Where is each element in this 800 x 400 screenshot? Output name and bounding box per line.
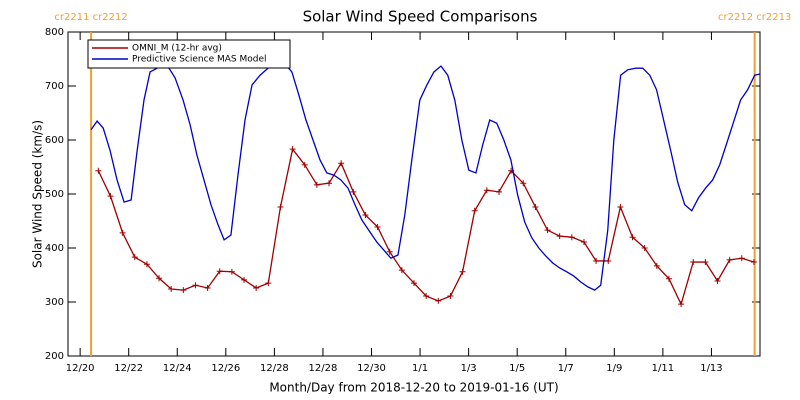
point-marker xyxy=(580,239,587,246)
point-marker xyxy=(301,161,308,168)
point-marker xyxy=(678,301,685,308)
point-marker xyxy=(143,261,150,268)
series-line xyxy=(90,61,760,291)
point-marker xyxy=(495,188,502,195)
point-marker xyxy=(362,212,369,219)
point-marker xyxy=(241,276,248,283)
plot-frame xyxy=(67,31,761,357)
point-marker xyxy=(192,282,199,289)
x-tick-label: 1/13 xyxy=(700,363,722,374)
y-axis-label: Solar Wind Speed (km/s) xyxy=(31,120,45,268)
point-marker xyxy=(326,180,333,187)
point-marker xyxy=(556,233,563,240)
point-marker xyxy=(107,193,114,200)
point-marker xyxy=(702,259,709,266)
point-marker xyxy=(532,203,539,210)
point-marker xyxy=(593,257,600,264)
point-marker xyxy=(483,187,490,194)
x-tick-label: 12/28 xyxy=(260,363,289,374)
point-marker xyxy=(690,259,697,266)
point-marker xyxy=(253,284,260,291)
x-tick-label: 1/9 xyxy=(606,363,622,374)
point-marker xyxy=(277,203,284,210)
point-marker xyxy=(665,275,672,282)
point-marker xyxy=(544,227,551,234)
boundary-label: cr2212 cr2213 xyxy=(718,12,791,23)
legend-label: OMNI_M (12-hr avg) xyxy=(132,44,222,54)
point-marker xyxy=(95,167,102,174)
y-tick-label: 600 xyxy=(45,135,64,146)
x-tick-label: 12/28 xyxy=(309,363,338,374)
point-marker xyxy=(386,248,393,255)
point-marker xyxy=(216,268,223,275)
point-marker xyxy=(313,181,320,188)
point-marker xyxy=(653,262,660,269)
point-marker xyxy=(423,293,430,300)
x-tick-label: 12/20 xyxy=(66,363,95,374)
point-marker xyxy=(338,160,345,167)
x-tick-label: 12/30 xyxy=(357,363,386,374)
point-marker xyxy=(289,146,296,153)
point-marker xyxy=(750,259,757,266)
x-tick-label: 1/11 xyxy=(652,363,674,374)
x-tick-label: 1/1 xyxy=(412,363,428,374)
boundary-label: cr2211 cr2212 xyxy=(54,12,127,23)
point-marker xyxy=(617,203,624,210)
point-marker xyxy=(714,277,721,284)
point-marker xyxy=(204,284,211,291)
point-marker xyxy=(398,267,405,274)
y-tick-label: 400 xyxy=(45,243,64,254)
point-marker xyxy=(411,280,417,287)
point-marker xyxy=(119,229,126,236)
point-marker xyxy=(156,275,163,282)
point-marker xyxy=(350,188,357,195)
y-tick-label: 300 xyxy=(45,297,64,308)
point-marker xyxy=(228,268,235,275)
x-tick-label: 12/22 xyxy=(114,363,143,374)
point-marker xyxy=(738,255,745,262)
point-marker xyxy=(641,245,648,251)
x-tick-label: 12/24 xyxy=(163,363,192,374)
legend-label: Predictive Science MAS Model xyxy=(132,55,267,65)
point-marker xyxy=(568,234,575,241)
point-marker xyxy=(168,286,175,293)
y-tick-label: 800 xyxy=(45,27,64,38)
y-tick-label: 500 xyxy=(45,189,64,200)
point-marker xyxy=(435,297,442,304)
point-marker xyxy=(447,293,454,300)
point-marker xyxy=(131,254,138,261)
chart-title: Solar Wind Speed Comparisons xyxy=(303,8,538,26)
point-marker xyxy=(471,207,478,214)
point-marker xyxy=(726,256,733,263)
point-marker xyxy=(265,280,272,287)
y-tick-label: 700 xyxy=(45,81,64,92)
x-tick-label: 1/5 xyxy=(509,363,525,374)
series-line xyxy=(97,147,755,306)
x-tick-label: 1/7 xyxy=(558,363,574,374)
point-marker xyxy=(605,257,612,264)
point-marker xyxy=(459,268,466,275)
point-marker xyxy=(374,223,381,230)
x-tick-label: 12/26 xyxy=(211,363,240,374)
point-marker xyxy=(180,287,187,294)
x-tick-label: 1/3 xyxy=(461,363,477,374)
point-marker xyxy=(629,234,636,241)
y-tick-label: 200 xyxy=(45,351,64,362)
x-axis-label: Month/Day from 2018-12-20 to 2019-01-16 … xyxy=(269,381,558,395)
point-marker xyxy=(520,180,527,187)
legend-box xyxy=(87,39,291,69)
